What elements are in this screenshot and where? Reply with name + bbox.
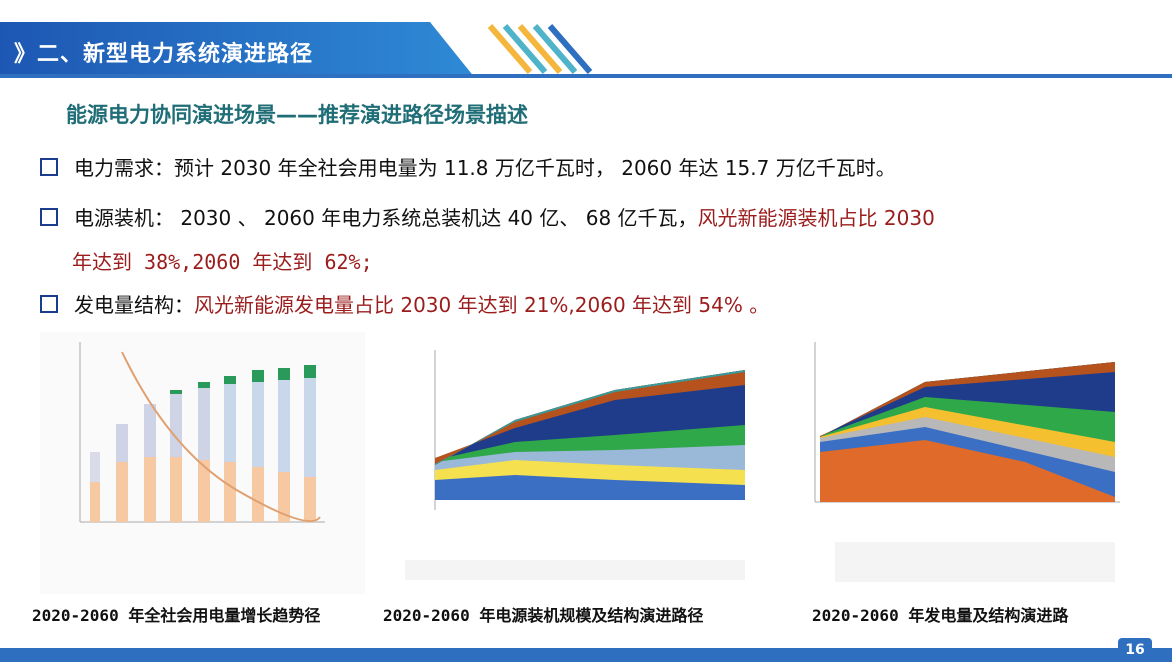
bullet-text: 电源装机： 2030 、 2060 年电力系统总装机达 40 亿、 68 亿千瓦… xyxy=(74,206,698,230)
bullet: 发电量结构：风光新能源发电量占比 2030 年达到 21%,2060 年达到 5… xyxy=(40,289,769,318)
bullet-text: 发电量结构： xyxy=(74,293,194,317)
chart-image xyxy=(814,342,1120,582)
chart-image xyxy=(40,332,365,594)
slide-title: 》二、新型电力系统演进路径 xyxy=(14,42,314,67)
header-bar xyxy=(0,22,1172,78)
bullet-text: 年达到 38%,2060 年达到 62%; xyxy=(72,250,373,274)
bullet-text: 风光新能源发电量占比 2030 年达到 21%,2060 年达到 54% 。 xyxy=(194,293,770,317)
caption: 2020-2060 年发电量及结构演进路 xyxy=(812,606,1069,625)
bullet-text: 电力需求：预计 2030 年全社会用电量为 11.8 万亿千瓦时， 2060 年… xyxy=(74,156,896,180)
bullet: 电力需求：预计 2030 年全社会用电量为 11.8 万亿千瓦时， 2060 年… xyxy=(40,152,896,181)
bullet: 电源装机： 2030 、 2060 年电力系统总装机达 40 亿、 68 亿千瓦… xyxy=(40,202,935,231)
page-number: 16 xyxy=(1118,638,1152,662)
footer-bar xyxy=(0,648,1172,662)
chart-image xyxy=(405,350,745,580)
caption: 2020-2060 年全社会用电量增长趋势径 xyxy=(32,606,321,625)
caption: 2020-2060 年电源装机规模及结构演进路径 xyxy=(383,606,704,625)
bullet-text: 风光新能源装机占比 2030 xyxy=(697,206,935,230)
subtitle: 能源电力协同演进场景——推荐演进路径场景描述 xyxy=(66,103,528,127)
